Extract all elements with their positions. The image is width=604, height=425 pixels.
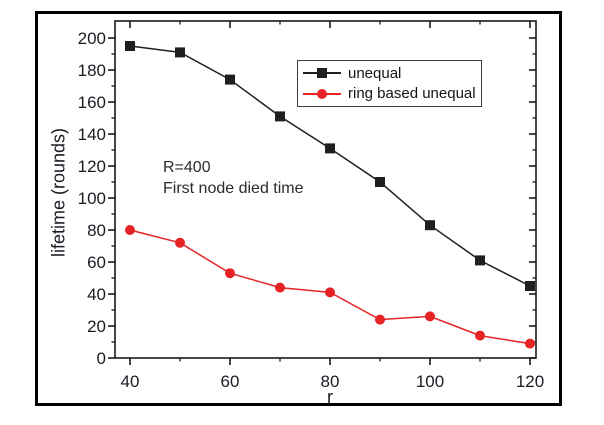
- y-tick-label: 20: [87, 317, 106, 336]
- data-point-circle: [325, 287, 335, 298]
- data-point-square: [325, 143, 335, 154]
- annotation-line-1: R=400: [163, 159, 211, 176]
- legend: unequal ring based unequal: [297, 60, 482, 107]
- y-axis-title: lifetime (rounds): [48, 127, 69, 258]
- data-point-circle: [375, 314, 385, 325]
- data-point-circle: [125, 225, 135, 235]
- x-axis-title: r: [327, 387, 333, 407]
- data-point-square: [175, 47, 185, 58]
- data-point-square: [275, 111, 285, 122]
- data-point-circle: [175, 237, 185, 248]
- y-tick-label: 140: [78, 125, 106, 144]
- data-point-circle: [275, 282, 285, 293]
- x-tick-label: 120: [516, 372, 544, 391]
- data-point-circle: [225, 268, 235, 279]
- legend-square-glyph: [317, 68, 327, 79]
- legend-item-unequal: unequal: [298, 64, 481, 83]
- data-point-circle: [425, 311, 435, 322]
- y-tick-label: 40: [87, 285, 106, 304]
- x-tick-label: 60: [221, 372, 240, 391]
- plot-border: [114, 20, 537, 359]
- data-point-square: [125, 41, 135, 51]
- annotation-text: R=400 First node died time: [163, 157, 304, 199]
- y-tick-label: 200: [78, 29, 106, 48]
- data-point-square: [225, 74, 235, 85]
- x-tick-label: 100: [416, 372, 444, 391]
- data-point-square: [425, 220, 435, 231]
- data-point-square: [475, 255, 485, 266]
- annotation-line-2: First node died time: [163, 180, 304, 197]
- y-tick-label: 0: [97, 349, 106, 368]
- legend-label-ring-based-unequal: ring based unequal: [348, 85, 476, 103]
- y-tick-label: 160: [78, 93, 106, 112]
- legend-circle-glyph: [317, 88, 327, 99]
- y-tick-label: 180: [78, 61, 106, 80]
- legend-label-unequal: unequal: [348, 64, 402, 82]
- circle-marker-icon: [303, 88, 341, 100]
- series-line-1: [129, 229, 531, 345]
- data-point-circle: [525, 338, 535, 349]
- y-tick-label: 120: [78, 157, 106, 176]
- y-tick-label: 60: [87, 253, 106, 272]
- square-marker-icon: [303, 67, 341, 79]
- x-tick-label: 80: [321, 372, 340, 391]
- legend-item-ring-based-unequal: ring based unequal: [298, 84, 481, 103]
- data-point-square: [375, 177, 385, 187]
- data-point-circle: [475, 330, 485, 341]
- y-tick-label: 80: [87, 221, 106, 240]
- x-tick-label: 40: [121, 372, 140, 391]
- y-tick-label: 100: [78, 189, 106, 208]
- data-point-square: [525, 281, 535, 291]
